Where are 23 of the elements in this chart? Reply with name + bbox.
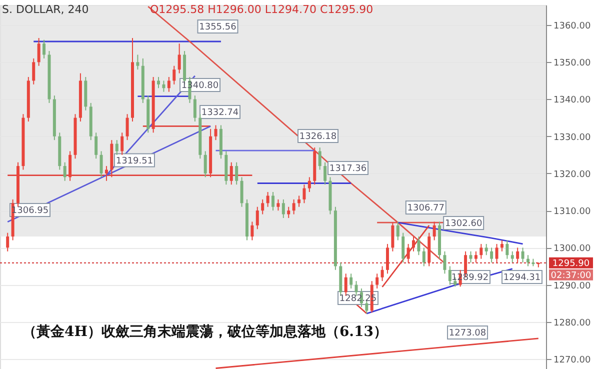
annotation: 1319.51 [116,156,154,166]
y-tick-label: 1330.00 [554,132,591,143]
ref-line-label: 1295.90 [552,258,590,269]
annotation: 1326.18 [299,132,337,142]
annotation: 1273.08 [448,328,486,339]
y-tick-label: 1360.00 [554,22,591,32]
text: 02:37:00 [550,270,592,281]
annotation: 1306.77 [407,204,445,214]
annotation: （黃金4H）收斂三角末端震蕩，破位等加息落地（6.13） [22,324,388,340]
annotation: S. DOLLAR, 240 [2,3,89,16]
y-tick-label: 1340.00 [554,96,591,106]
annotation: 1332.74 [201,108,239,118]
y-tick-label: 1300.00 [554,244,591,254]
annotation: 1294.31 [503,273,541,283]
y-tick-label: 1350.00 [554,58,591,69]
annotation: 1355.56 [199,22,237,33]
y-tick-label: 1280.00 [554,318,591,328]
annotation: 1317.36 [329,164,367,174]
y-tick-label: 1310.00 [554,207,591,218]
annotation: O1295.58 H1296.00 L1294.70 C1295.90 [150,3,374,16]
y-tick-label: 1320.00 [554,170,591,180]
y-tick-label: 1270.00 [554,355,591,366]
y-tick-label: 1290.00 [554,281,591,292]
